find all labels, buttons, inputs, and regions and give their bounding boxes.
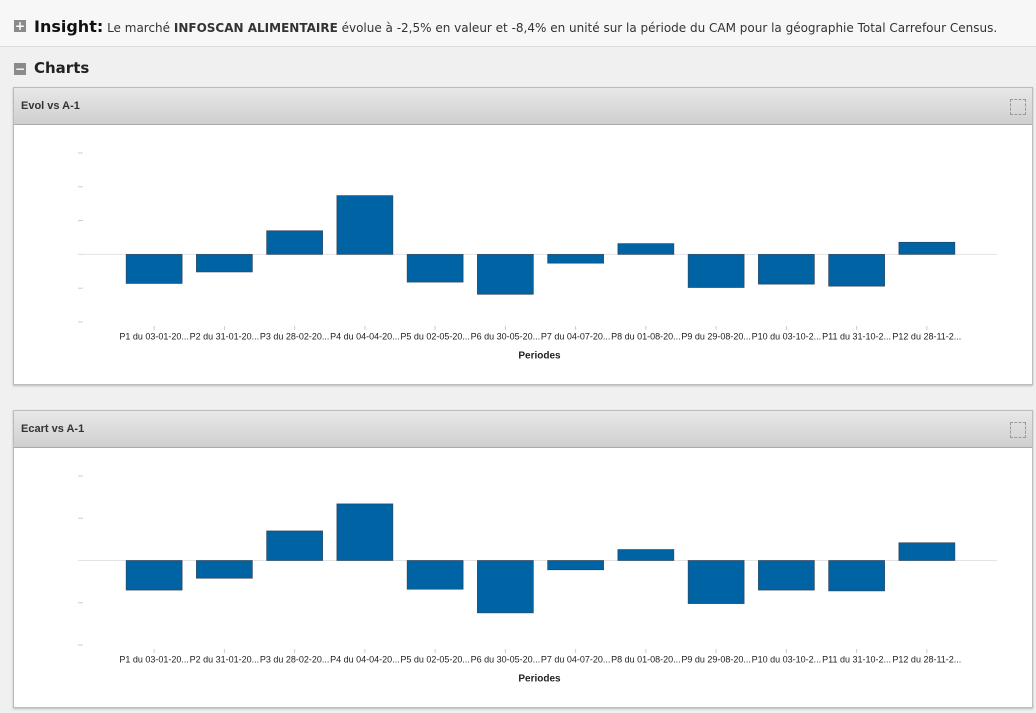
bar	[758, 560, 815, 591]
bar	[758, 254, 815, 285]
chart-title: Evol vs A-1	[21, 100, 80, 112]
chart-panel: Evol vs A-1	[13, 87, 1033, 385]
insight-part: INFOSCAN ALIMENTAIRE	[173, 21, 338, 35]
bar	[196, 560, 253, 579]
bar	[617, 549, 675, 561]
x-tick-label: P3 du 28-02-20...	[260, 654, 330, 664]
x-tick-label: P9 du 29-08-20...	[681, 654, 751, 664]
bar	[406, 560, 464, 590]
bar	[477, 254, 534, 295]
bar	[406, 254, 464, 283]
expand-toggle[interactable]: +	[14, 19, 26, 33]
x-tick-label: P10 du 03-10-2...	[752, 654, 822, 664]
bar	[828, 254, 885, 287]
chart-title: Ecart vs A-1	[21, 423, 85, 435]
x-tick-label: P4 du 04-04-20...	[330, 654, 400, 664]
x-tick-label: P11 du 31-10-2...	[822, 331, 891, 341]
x-tick-label: P6 du 30-05-20...	[471, 331, 541, 341]
insight-part: Le marché	[107, 21, 174, 35]
x-axis-label: Periodes	[518, 674, 561, 685]
insight-bar: + Insight: Le marché INFOSCAN ALIMENTAIR…	[0, 0, 1036, 47]
maximize-icon[interactable]	[1010, 422, 1026, 438]
x-tick-label: P8 du 01-08-20...	[611, 331, 681, 341]
x-tick-label: P2 du 31-01-20...	[190, 654, 260, 664]
x-tick-label: P1 du 03-01-20...	[119, 331, 189, 341]
x-tick-label: P5 du 02-05-20...	[400, 654, 470, 664]
x-axis-label: Periodes	[518, 351, 561, 362]
x-tick-label: P9 du 29-08-20...	[681, 331, 751, 341]
x-tick-label: P2 du 31-01-20...	[190, 331, 260, 341]
x-tick-label: P11 du 31-10-2...	[822, 654, 891, 664]
chart-panel: Ecart vs A-1	[13, 410, 1033, 708]
bar	[547, 254, 604, 264]
bar	[125, 560, 183, 591]
bar	[125, 254, 183, 284]
bar	[336, 195, 394, 255]
insight-text: Insight: Le marché INFOSCAN ALIMENTAIRE …	[34, 17, 997, 36]
maximize-icon[interactable]	[1010, 99, 1026, 115]
bar	[547, 560, 604, 571]
section-title: Charts	[34, 59, 90, 77]
x-tick-label: P6 du 30-05-20...	[471, 654, 541, 664]
bar	[266, 530, 323, 561]
x-tick-label: P7 du 04-07-20...	[541, 331, 611, 341]
x-tick-label: P4 du 04-04-20...	[330, 331, 400, 341]
bar	[266, 230, 323, 255]
bar	[828, 560, 885, 592]
bar	[898, 542, 956, 561]
x-tick-label: P8 du 01-08-20...	[611, 654, 681, 664]
x-tick-label: P10 du 03-10-2...	[752, 331, 822, 341]
bar	[336, 503, 394, 561]
panel-header: Evol vs A-1	[14, 88, 1032, 125]
x-tick-label: P12 du 28-11-2...	[892, 654, 961, 664]
x-tick-label: P1 du 03-01-20...	[119, 654, 189, 664]
panel-header: Ecart vs A-1	[14, 411, 1032, 448]
bar	[687, 560, 745, 604]
x-tick-label: P12 du 28-11-2...	[892, 331, 961, 341]
insight-label: Insight:	[34, 17, 104, 36]
bar	[687, 254, 745, 288]
x-tick-label: P7 du 04-07-20...	[541, 654, 611, 664]
bar	[477, 560, 534, 614]
x-tick-label: P5 du 02-05-20...	[400, 331, 470, 341]
collapse-toggle[interactable]: −	[14, 62, 26, 76]
bar	[196, 254, 253, 273]
x-tick-label: P3 du 28-02-20...	[260, 331, 330, 341]
bar	[898, 241, 956, 255]
insight-part: évolue à -2,5% en valeur et -8,4% en uni…	[337, 21, 998, 35]
bar	[617, 243, 675, 255]
